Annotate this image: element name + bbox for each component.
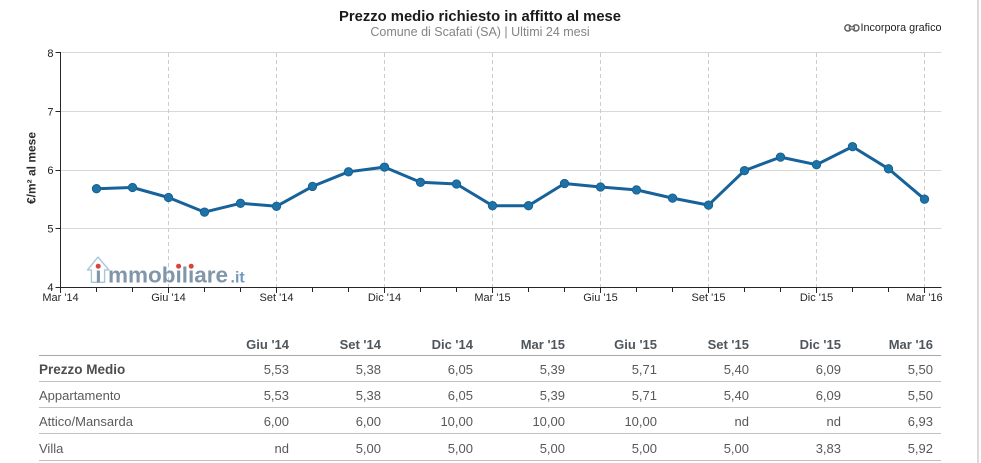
svg-text:.it: .it	[231, 270, 246, 287]
svg-text:mmobılıare: mmobılıare	[108, 263, 228, 288]
svg-text:Mar '15: Mar '15	[474, 292, 510, 304]
svg-text:Dic '15: Dic '15	[800, 292, 833, 304]
svg-text:ı: ı	[95, 263, 101, 288]
svg-text:8: 8	[47, 48, 53, 60]
svg-text:Mar '16: Mar '16	[906, 292, 942, 304]
svg-text:5: 5	[47, 223, 53, 235]
svg-text:Giu '14: Giu '14	[151, 292, 186, 304]
svg-text:4: 4	[47, 282, 53, 294]
svg-text:Giu '15: Giu '15	[583, 292, 618, 304]
svg-text:Mar '14: Mar '14	[42, 292, 78, 304]
svg-text:€/m² al mese: €/m² al mese	[25, 132, 39, 204]
svg-text:7: 7	[47, 106, 53, 118]
svg-text:Set '14: Set '14	[260, 292, 294, 304]
svg-text:Set '15: Set '15	[692, 292, 726, 304]
svg-text:Dic '14: Dic '14	[368, 292, 401, 304]
svg-text:6: 6	[47, 165, 53, 177]
